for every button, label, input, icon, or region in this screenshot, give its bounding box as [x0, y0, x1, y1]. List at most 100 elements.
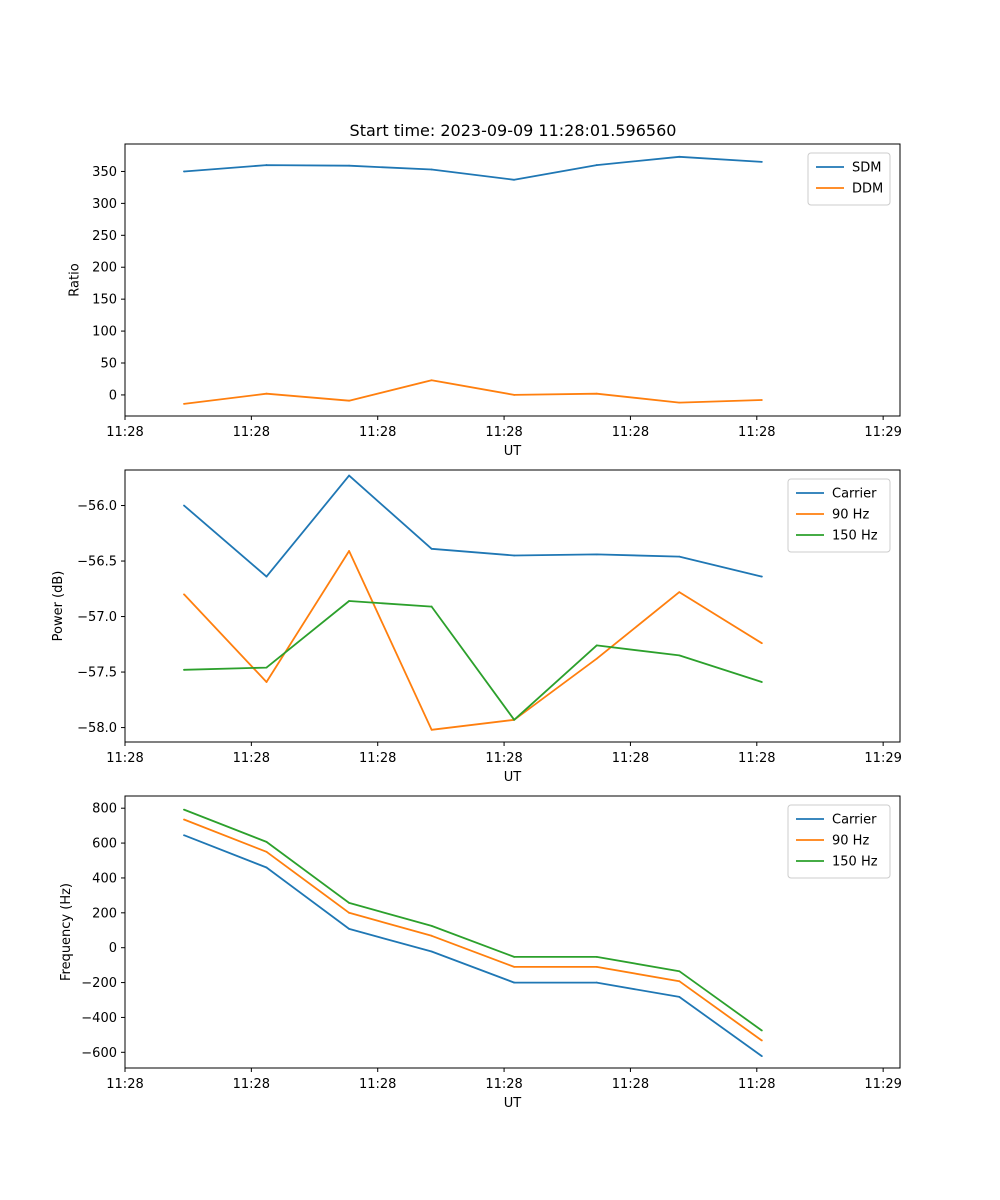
data-point — [595, 956, 598, 958]
y-tick-label: 50 — [100, 357, 117, 372]
legend-label: 150 Hz — [832, 855, 878, 870]
y-tick-label: 0 — [109, 941, 117, 956]
data-point — [760, 681, 763, 683]
y-tick-label: −400 — [81, 1011, 117, 1026]
x-tick-label: 11:28 — [738, 751, 775, 766]
data-point — [348, 474, 350, 477]
data-point — [513, 956, 516, 958]
series-line-carrier — [183, 474, 763, 578]
chart-title: Start time: 2023-09-09 11:28:01.596560 — [350, 121, 677, 140]
data-point — [760, 1055, 763, 1058]
data-point — [265, 681, 268, 683]
data-point — [348, 600, 350, 602]
axes-frame — [124, 469, 901, 743]
data-point — [183, 504, 185, 507]
x-tick-label: 11:28 — [738, 1077, 775, 1092]
y-axis-label: Ratio — [67, 263, 82, 296]
data-point — [430, 924, 433, 927]
series-line-ddm — [183, 379, 762, 405]
data-point — [595, 392, 598, 395]
data-point — [265, 164, 268, 166]
x-tick-label: 11:28 — [233, 425, 270, 440]
series-line-sdm — [183, 155, 762, 181]
data-point — [348, 927, 350, 930]
legend-frame — [807, 152, 891, 206]
data-point — [678, 155, 681, 158]
data-point — [595, 553, 598, 556]
frequency-panel: 11:28 11:28 11:28 11:28 11:28 11:28 11:29 −600 −… — [59, 795, 902, 1111]
legend-frame — [787, 804, 891, 879]
series-line-150-hz — [183, 808, 763, 1032]
data-point — [430, 379, 433, 382]
y-tick-label: 200 — [92, 261, 117, 276]
legend-label: DDM — [852, 182, 883, 197]
legend-label: Carrier — [832, 813, 877, 828]
y-tick-label: 400 — [92, 871, 117, 886]
x-axis-label: UT — [504, 770, 522, 785]
data-point — [183, 808, 185, 811]
y-tick-label: −56.5 — [77, 555, 117, 570]
data-point — [513, 394, 516, 396]
x-tick-label: 11:28 — [612, 425, 649, 440]
x-tick-label: 11:28 — [485, 751, 522, 766]
data-point — [183, 402, 185, 405]
y-tick-label: 350 — [92, 165, 117, 180]
data-point — [430, 950, 433, 953]
x-tick-label: 11:28 — [106, 425, 143, 440]
x-axis-label: UT — [504, 444, 522, 459]
legend: SDM DDM — [807, 152, 891, 206]
y-tick-label: −56.0 — [77, 499, 117, 514]
axes-frame — [124, 795, 901, 1069]
data-point — [513, 178, 516, 181]
x-tick-label: 11:28 — [485, 1077, 522, 1092]
data-point — [183, 668, 185, 671]
x-tick-label: 11:28 — [106, 751, 143, 766]
data-point — [183, 593, 185, 596]
data-point — [595, 981, 598, 984]
data-point — [760, 399, 763, 401]
data-point — [760, 1029, 763, 1032]
x-tick-label: 11:29 — [864, 1077, 901, 1092]
series-line-90-hz — [183, 818, 763, 1042]
data-point — [678, 555, 681, 558]
legend: Carrier 90 Hz 150 Hz — [787, 804, 891, 879]
x-tick-label: 11:28 — [485, 425, 522, 440]
y-axis-label: Power (dB) — [51, 571, 66, 642]
data-point — [678, 654, 681, 657]
data-point — [265, 866, 268, 869]
data-point — [183, 834, 185, 837]
y-tick-label: 800 — [92, 802, 117, 817]
x-tick-label: 11:29 — [864, 425, 901, 440]
data-point — [513, 718, 516, 721]
data-point — [265, 666, 268, 669]
y-axis-label: Frequency (Hz) — [59, 883, 74, 981]
y-tick-label: −57.5 — [77, 666, 117, 681]
legend-frame — [787, 478, 891, 553]
data-point — [760, 575, 763, 578]
x-tick-label: 11:28 — [359, 1077, 396, 1092]
data-point — [265, 392, 268, 395]
y-tick-label: 0 — [109, 388, 117, 403]
power-panel: 11:28 11:28 11:28 11:28 11:28 11:28 11:29 −58.0… — [51, 469, 902, 785]
legend-label: 90 Hz — [832, 508, 869, 523]
data-point — [678, 995, 681, 998]
y-tick-label: 200 — [92, 906, 117, 921]
y-tick-label: 150 — [92, 293, 117, 308]
data-point — [348, 911, 350, 914]
data-point — [678, 980, 681, 983]
y-tick-label: 300 — [92, 197, 117, 212]
data-point — [678, 401, 681, 404]
data-point — [760, 642, 763, 645]
data-point — [183, 170, 185, 173]
data-point — [430, 168, 433, 171]
y-tick-label: −200 — [81, 976, 117, 991]
data-point — [513, 981, 516, 984]
data-point — [430, 934, 433, 937]
legend-label: 90 Hz — [832, 834, 869, 849]
y-tick-label: −58.0 — [77, 721, 117, 736]
data-point — [595, 965, 598, 968]
data-point — [760, 1039, 763, 1042]
data-point — [265, 575, 268, 578]
data-point — [678, 970, 681, 973]
